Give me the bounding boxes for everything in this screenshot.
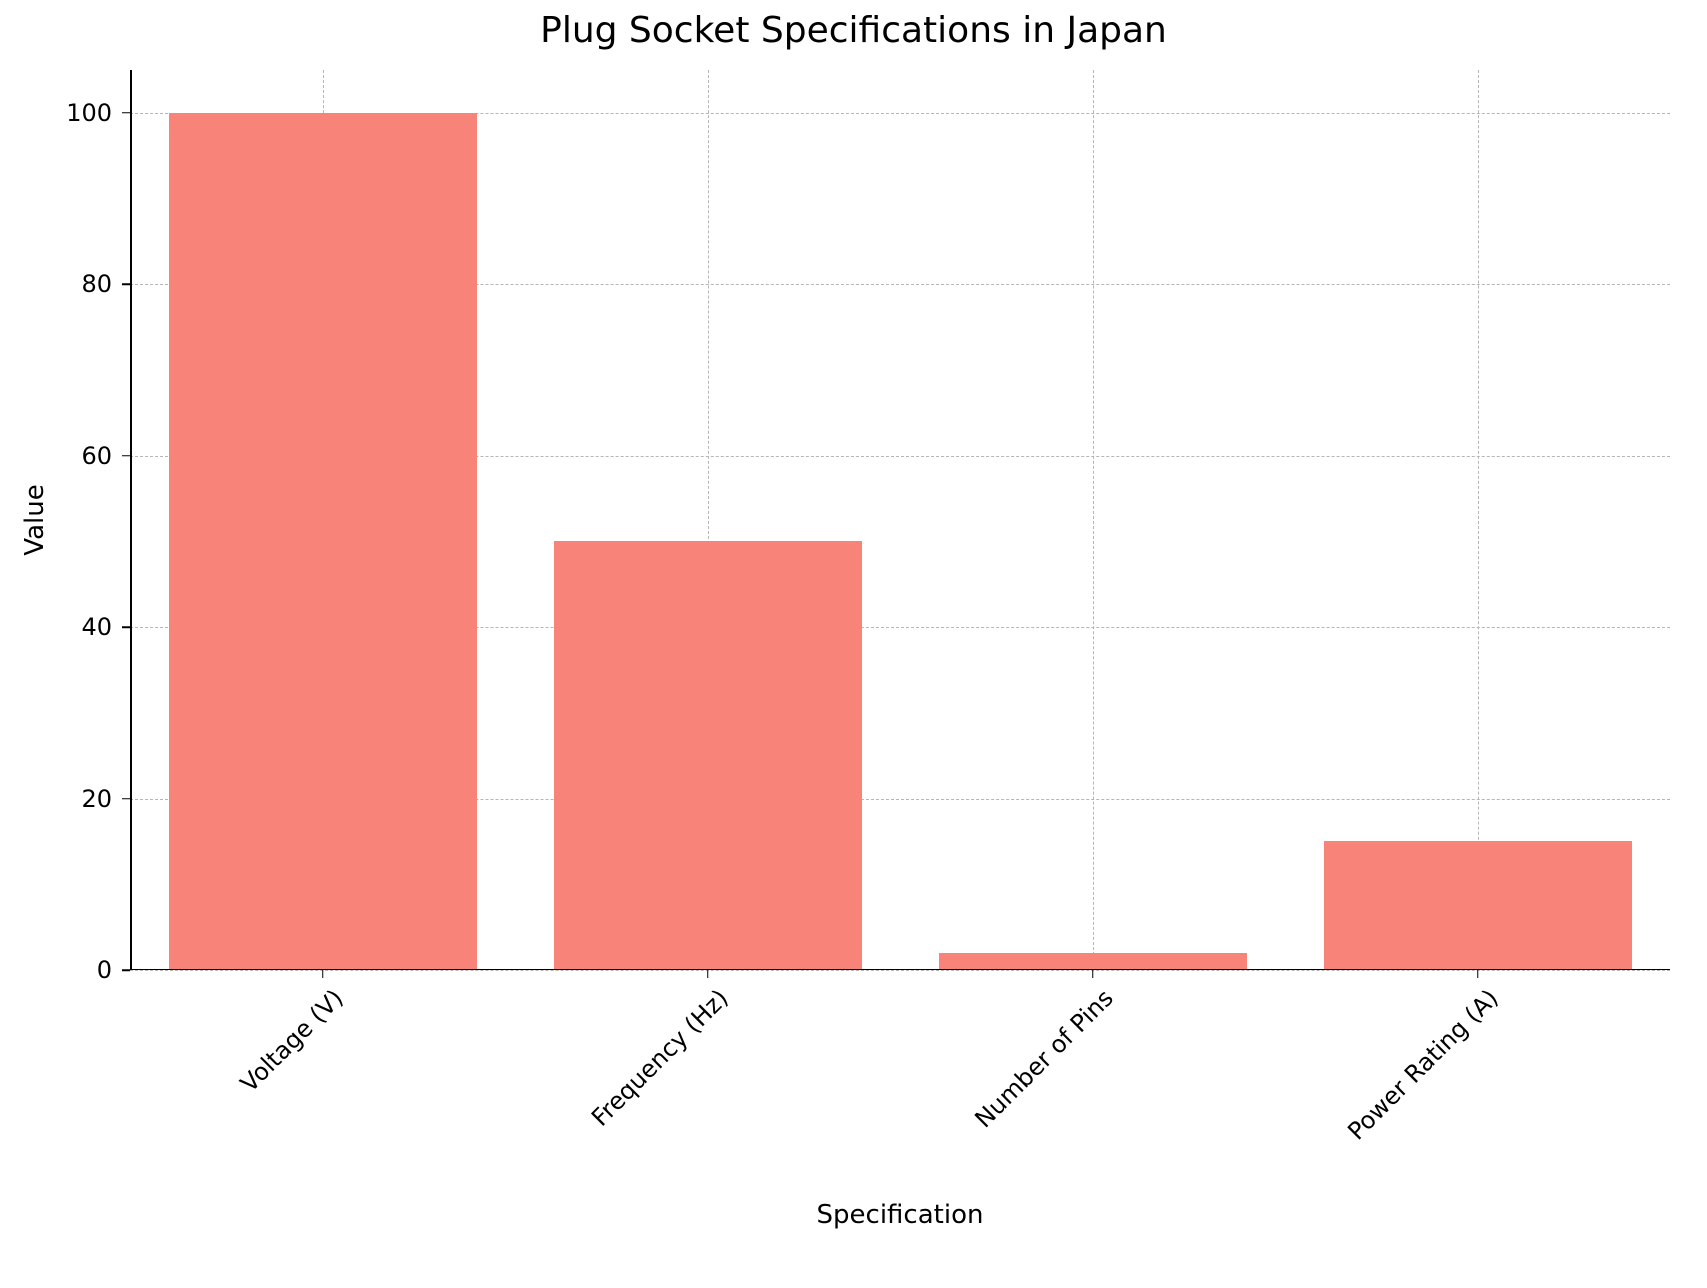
y-tick-label: 100 — [66, 99, 112, 127]
chart-title: Plug Socket Specifications in Japan — [0, 10, 1707, 51]
y-tick-mark — [122, 798, 130, 800]
plot-area: 020406080100Voltage (V)Frequency (Hz)Num… — [130, 70, 1670, 970]
x-tick-mark — [1477, 970, 1479, 978]
chart-container: Plug Socket Specifications in Japan 0204… — [0, 0, 1707, 1288]
bar — [1324, 841, 1632, 970]
y-tick-label: 0 — [97, 956, 112, 984]
x-tick-label: Voltage (V) — [235, 984, 349, 1098]
x-tick-label: Power Rating (A) — [1342, 984, 1503, 1145]
bar — [939, 953, 1247, 970]
y-tick-label: 80 — [81, 270, 112, 298]
gridline-horizontal — [130, 970, 1670, 971]
x-tick-label: Number of Pins — [969, 984, 1118, 1133]
bar — [169, 113, 477, 970]
spine-left — [130, 70, 132, 970]
x-tick-label: Frequency (Hz) — [586, 984, 734, 1132]
y-tick-mark — [122, 112, 130, 114]
y-tick-label: 60 — [81, 442, 112, 470]
y-tick-mark — [122, 626, 130, 628]
gridline-vertical — [1093, 70, 1094, 970]
x-tick-mark — [1092, 970, 1094, 978]
x-tick-mark — [322, 970, 324, 978]
x-axis-label: Specification — [817, 1200, 984, 1230]
y-tick-label: 20 — [81, 785, 112, 813]
y-tick-mark — [122, 284, 130, 286]
spine-bottom — [130, 969, 1670, 971]
y-tick-mark — [122, 969, 130, 971]
y-axis-label: Value — [20, 484, 50, 555]
y-tick-label: 40 — [81, 613, 112, 641]
x-tick-mark — [707, 970, 709, 978]
gridline-vertical — [1478, 70, 1479, 970]
bar — [554, 541, 862, 970]
y-tick-mark — [122, 455, 130, 457]
